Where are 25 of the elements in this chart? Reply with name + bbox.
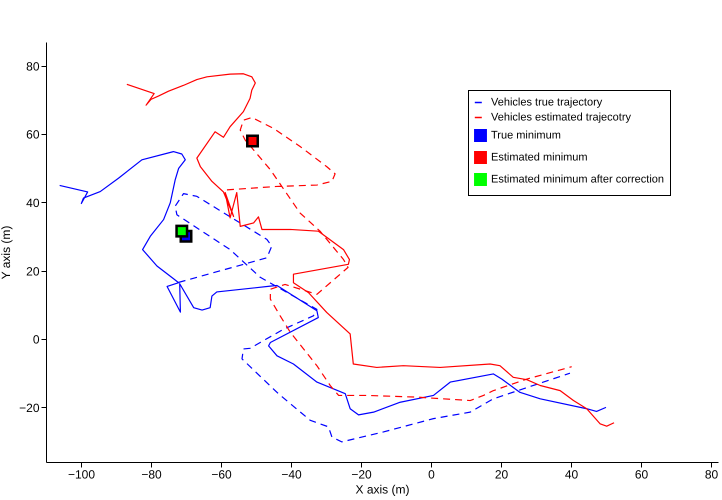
legend-label: Estimated minimum [491,152,588,164]
x-tick-label: 80 [704,468,718,482]
y-tick-label: 0 [32,332,40,347]
y-tick-label: 60 [26,128,40,142]
legend-label: Vehicles estimated trajecotry [491,112,632,124]
legend-label: True minimum [491,130,561,142]
y-tick-label: 80 [26,59,40,74]
x-tick-label: 60 [634,468,648,482]
x-tick-label: −80 [141,468,162,482]
x-tick-label: 20 [494,468,508,482]
point [246,134,259,148]
y-tick-label: 40 [26,196,40,210]
legend-label: Estimated minimum after correction [491,174,664,186]
x-axis-title: X axis (m) [356,482,410,496]
x-tick-label: −100 [68,468,96,482]
x-tick-label: 40 [564,468,578,482]
y-tick-label: 20 [26,264,40,278]
y-axis-title: Y axis (m) [0,226,14,280]
x-tick-label: −60 [211,468,232,482]
x-tick-label: −40 [281,468,302,482]
point [175,224,188,238]
legend-label: Vehicles true trajectory [491,96,603,108]
x-tick-label: 0 [428,468,436,482]
x-tick-label: −20 [351,468,372,482]
y-tick-label: −20 [19,400,40,415]
